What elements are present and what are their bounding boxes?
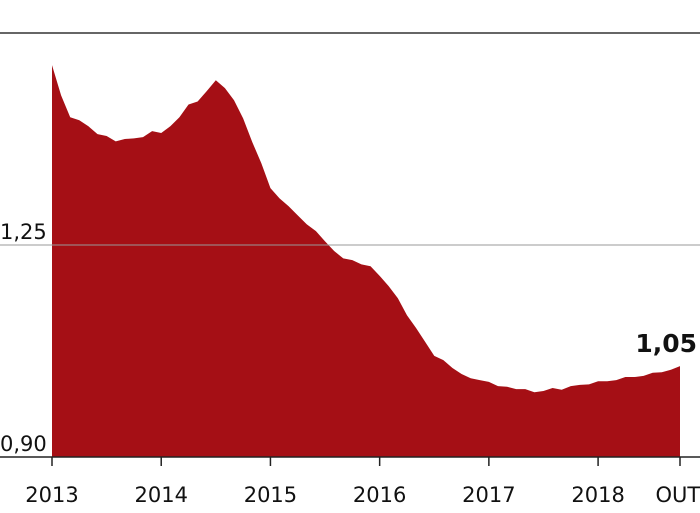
x-tick-label: 2016	[353, 483, 406, 507]
x-tick-label: 2017	[462, 483, 515, 507]
value-label: 1,05	[635, 329, 697, 358]
area	[52, 65, 680, 458]
x-tick-label: 2015	[244, 483, 297, 507]
y-tick-label: 1,25	[0, 220, 47, 244]
x-tick-label: OUT.	[656, 483, 700, 507]
x-tick-label: 2014	[134, 483, 187, 507]
x-tick-label: 2018	[571, 483, 624, 507]
y-tick-label: 0,90	[0, 432, 47, 456]
x-tick-label: 2013	[25, 483, 78, 507]
